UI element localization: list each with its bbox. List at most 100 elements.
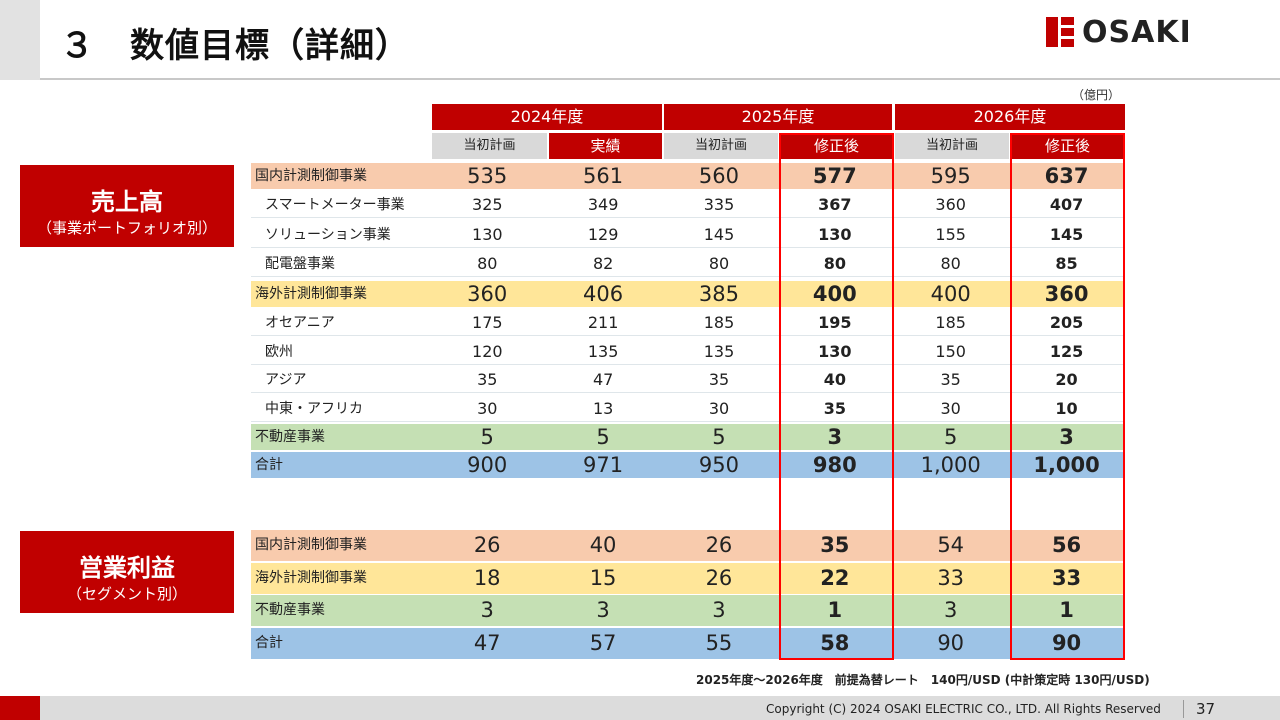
cell: 385 [698,282,739,306]
cell: 47 [592,370,614,389]
cell: 130 [818,342,852,361]
cell: 400 [812,282,857,306]
table-row: 中東・アフリカ 30 13 30 35 30 10 [251,396,1123,422]
cell: 950 [698,453,739,477]
cell: 211 [587,313,619,332]
header-accent-bar [0,0,40,80]
row-label: 配電盤事業 [265,256,335,272]
cell: 1,000 [1033,453,1100,477]
cell: 637 [1044,164,1089,188]
cell: 1,000 [920,453,981,477]
cell: 26 [705,566,733,590]
logo-mark-icon [1046,17,1074,47]
cell: 595 [930,164,971,188]
cell: 22 [820,566,850,590]
table-row: 不動産事業 3 3 3 1 3 1 [251,595,1123,626]
cell: 35 [940,370,961,389]
profit-label: 営業利益 [79,554,175,582]
year-header-2025: 2025年度 [664,104,892,130]
cell: 3 [596,598,610,622]
cell: 185 [703,313,735,332]
row-label: ソリューション事業 [265,227,391,243]
table-row: 海外計測制御事業 360 406 385 400 400 360 [251,281,1123,307]
cell: 47 [473,631,501,655]
cell: 13 [592,399,614,418]
cell: 5 [944,425,958,449]
cell: 3 [944,598,958,622]
cell: 40 [589,533,617,557]
cell: 35 [477,370,498,389]
cell: 1 [1059,598,1074,622]
col-header-2025-plan: 当初計画 [664,133,778,159]
table-row: 国内計測制御事業 26 40 26 35 54 56 [251,530,1123,561]
cell: 20 [1055,370,1078,389]
sales-sublabel: （事業ポートフォリオ別） [36,219,217,237]
cell: 82 [592,254,614,273]
year-header-2024: 2024年度 [432,104,662,130]
cell: 80 [708,254,730,273]
row-label: 欧州 [265,344,293,360]
cell: 10 [1055,399,1078,418]
row-label: 国内計測制御事業 [255,168,367,184]
cell: 195 [818,313,852,332]
cell: 145 [703,225,735,244]
table-row: ソリューション事業 130 129 145 130 155 145 [251,222,1123,248]
cell: 400 [930,282,971,306]
cell: 185 [935,313,966,332]
cell: 129 [587,225,619,244]
cell: 407 [1049,195,1084,214]
cell: 33 [937,566,965,590]
cell: 35 [708,370,730,389]
cell: 3 [1059,425,1074,449]
cell: 130 [818,225,852,244]
cell: 971 [583,453,624,477]
exchange-rate-note: 2025年度～2026年度 前提為替レート 140円/USD (中計策定時 13… [696,673,1150,687]
profit-sublabel: （セグメント別） [66,585,187,603]
highlight-2025-revised [779,133,894,660]
table-row: アジア 35 47 35 40 35 20 [251,367,1123,393]
cell: 30 [477,399,498,418]
sales-label: 売上高 [91,188,163,216]
cell: 360 [467,282,508,306]
cell: 26 [473,533,501,557]
cell: 145 [1049,225,1084,244]
cell: 15 [589,566,617,590]
cell: 406 [583,282,624,306]
cell: 325 [472,195,503,214]
row-label: 海外計測制御事業 [255,286,367,302]
cell: 360 [1044,282,1089,306]
cell: 35 [823,399,846,418]
row-label: アジア [265,372,307,388]
osaki-logo: OSAKI [1046,15,1192,50]
col-header-2024-actual: 実績 [549,133,662,159]
cell: 55 [705,631,733,655]
cell: 130 [472,225,503,244]
table-row: 合計 47 57 55 58 90 90 [251,628,1123,659]
cell: 980 [812,453,857,477]
page-number: 37 [1196,700,1216,718]
cell: 560 [698,164,739,188]
cell: 175 [472,313,503,332]
table-row: 合計 900 971 950 980 1,000 1,000 [251,452,1123,478]
year-header-2026: 2026年度 [895,104,1125,130]
sales-section-label: 売上高 （事業ポートフォリオ別） [20,165,234,247]
cell: 80 [477,254,498,273]
table-row: 配電盤事業 80 82 80 80 80 85 [251,251,1123,277]
cell: 5 [596,425,610,449]
cell: 26 [705,533,733,557]
table-row: 欧州 120 135 135 130 150 125 [251,339,1123,365]
cell: 561 [583,164,624,188]
cell: 1 [827,598,843,622]
footer-divider [1183,700,1184,718]
cell: 54 [937,533,965,557]
cell: 125 [1049,342,1084,361]
table-row: スマートメーター事業 325 349 335 367 360 407 [251,192,1123,218]
cell: 58 [820,631,850,655]
cell: 360 [935,195,966,214]
row-label: 合計 [255,457,283,473]
cell: 5 [712,425,726,449]
cell: 40 [823,370,846,389]
cell: 80 [940,254,961,273]
footer-bar [0,696,1280,720]
cell: 5 [480,425,494,449]
